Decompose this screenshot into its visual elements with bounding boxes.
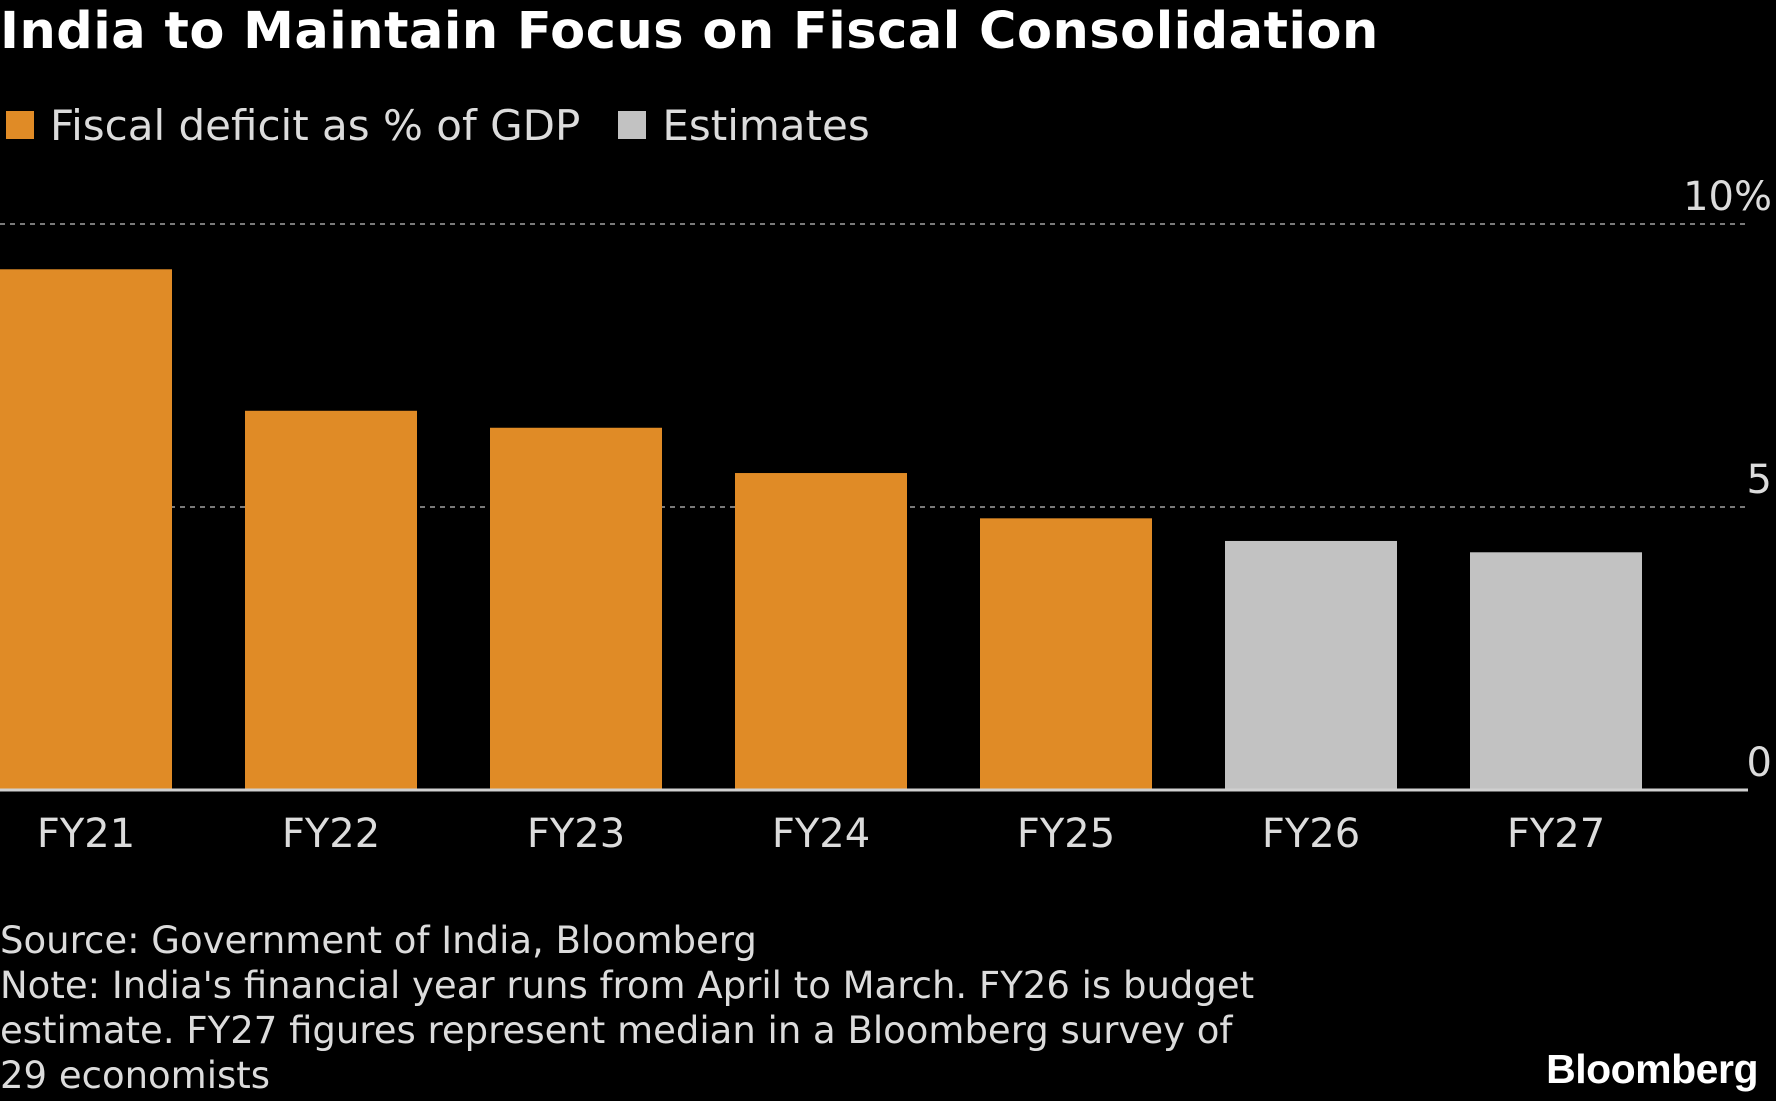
bar-fy22: [245, 410, 417, 790]
legend-swatch-orange: [6, 111, 34, 139]
chart-footer: Source: Government of India, Bloomberg N…: [0, 918, 1350, 1098]
chart-legend: Fiscal deficit as % of GDP Estimates: [6, 100, 908, 150]
note-line-3: 29 economists: [0, 1054, 271, 1097]
legend-label-fiscal-deficit: Fiscal deficit as % of GDP: [50, 100, 581, 150]
x-tick-label-fy27: FY27: [1507, 811, 1605, 857]
bar-fy27: [1470, 552, 1642, 790]
bloomberg-logo: Bloomberg: [1546, 1046, 1758, 1092]
bar-fy21: [0, 269, 172, 790]
note-line-2: estimate. FY27 figures represent median …: [0, 1009, 1233, 1052]
bar-fy25: [980, 518, 1152, 790]
bar-fy23: [490, 427, 662, 790]
legend-item-fiscal-deficit: Fiscal deficit as % of GDP: [6, 101, 580, 150]
y-tick-label-5: 5: [1747, 457, 1772, 503]
x-tick-label-fy26: FY26: [1262, 811, 1360, 857]
y-tick-label-10pct: 10%: [1683, 174, 1772, 220]
chart-title: India to Maintain Focus on Fiscal Consol…: [0, 2, 1379, 61]
x-tick-label-fy22: FY22: [282, 811, 380, 857]
note-line-1: Note: India's financial year runs from A…: [0, 964, 1255, 1007]
legend-label-estimates: Estimates: [662, 100, 870, 150]
legend-item-estimates: Estimates: [618, 100, 870, 150]
x-tick-label-fy21: FY21: [37, 811, 135, 857]
x-tick-label-fy24: FY24: [772, 811, 870, 857]
source-note: Source: Government of India, Bloomberg: [0, 919, 757, 962]
legend-swatch-grey: [618, 111, 647, 139]
y-tick-label-0: 0: [1747, 740, 1772, 786]
bar-fy26: [1225, 540, 1397, 790]
x-tick-label-fy25: FY25: [1017, 811, 1115, 857]
x-tick-label-fy23: FY23: [527, 811, 625, 857]
bar-fy24: [735, 473, 907, 790]
